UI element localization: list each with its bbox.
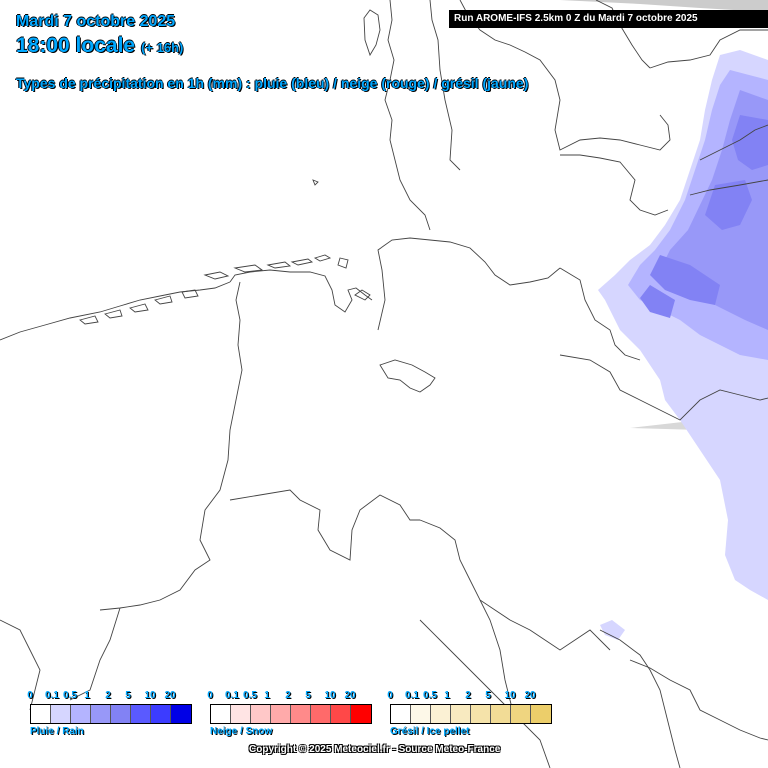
- map-subtitle: Types de précipitation en 1h (mm) : plui…: [16, 75, 529, 91]
- legend-swatch: [531, 705, 551, 723]
- forecast-time: 18:00 locale (+ 16h): [16, 34, 183, 58]
- legend-swatch: [51, 705, 71, 723]
- legend-swatch: [351, 705, 371, 723]
- forecast-lead: (+ 16h): [141, 40, 184, 55]
- forecast-time-label: 18:00 locale: [16, 34, 136, 57]
- legend-swatch: [131, 705, 151, 723]
- legend-swatch: [71, 705, 91, 723]
- copyright-notice: Copyright © 2025 Meteociel.fr - Source M…: [249, 744, 501, 755]
- legend-tick-label: 1: [264, 690, 270, 701]
- islands: [79, 179, 371, 325]
- legend-snow: 0 0.1 0.5 1 2 5 10 20 Neige / Snow: [207, 690, 372, 737]
- legend-swatch: [471, 705, 491, 723]
- legend-swatch: [251, 705, 271, 723]
- legend-swatch: [171, 705, 191, 723]
- legend-swatch: [311, 705, 331, 723]
- legend-swatch: [211, 705, 231, 723]
- legend-swatch: [431, 705, 451, 723]
- precipitation-rain: [640, 115, 768, 318]
- legend-swatches: [210, 704, 372, 724]
- legend-tick-label: 0.1: [225, 690, 239, 701]
- legend-tick-label: 0.1: [405, 690, 419, 701]
- legend-label: Grésil / Ice pellet: [390, 726, 470, 737]
- run-banner: Run AROME-IFS 2.5km 0 Z du Mardi 7 octob…: [449, 10, 768, 28]
- legend-swatches: [30, 704, 192, 724]
- legend-label: Pluie / Rain: [30, 726, 84, 737]
- legend-tick-label: 2: [105, 690, 111, 701]
- legend-tick-label: 2: [465, 690, 471, 701]
- legend-swatch: [491, 705, 511, 723]
- legend-tick-label: 10: [504, 690, 516, 701]
- legend-swatch: [411, 705, 431, 723]
- legend-swatch: [231, 705, 251, 723]
- legend-swatch: [331, 705, 351, 723]
- legend-tick-label: 5: [485, 690, 491, 701]
- legend-tick-label: 0.5: [63, 690, 77, 701]
- legend-swatches: [390, 704, 552, 724]
- legend-sleet: 0 0.1 0.5 1 2 5 10 20 Grésil / Ice pellet: [387, 690, 552, 737]
- legend-ticks: 0 0.1 0.5 1 2 5 10 20: [387, 690, 552, 704]
- legend-swatch: [31, 705, 51, 723]
- legend-tick-label: 20: [524, 690, 536, 701]
- legend-tick-label: 0.5: [243, 690, 257, 701]
- legend-tick-label: 5: [305, 690, 311, 701]
- legend-ticks: 0 0.1 0.5 1 2 5 10 20: [207, 690, 372, 704]
- legend-tick-label: 0.5: [423, 690, 437, 701]
- legend-swatch: [151, 705, 171, 723]
- legend-label: Neige / Snow: [210, 726, 273, 737]
- legend-swatch: [451, 705, 471, 723]
- legend-tick-label: 0: [27, 690, 33, 701]
- forecast-date: Mardi 7 octobre 2025: [16, 13, 176, 30]
- legend-tick-label: 10: [144, 690, 156, 701]
- legend-swatch: [511, 705, 531, 723]
- legend-tick-label: 0: [207, 690, 213, 701]
- legend-tick-label: 0: [387, 690, 393, 701]
- legend-tick-label: 1: [84, 690, 90, 701]
- legend-tick-label: 5: [125, 690, 131, 701]
- legend-swatch: [271, 705, 291, 723]
- legend-swatch: [391, 705, 411, 723]
- legend-tick-label: 0.1: [45, 690, 59, 701]
- legend-swatch: [111, 705, 131, 723]
- terrain-shading: [560, 0, 768, 12]
- legend-tick-label: 10: [324, 690, 336, 701]
- legend-rain: 0 0.1 0.5 1 2 5 10 20 Pluie / Rain: [27, 690, 192, 737]
- legend-tick-label: 1: [444, 690, 450, 701]
- legend-ticks: 0 0.1 0.5 1 2 5 10 20: [27, 690, 192, 704]
- legend-tick-label: 2: [285, 690, 291, 701]
- legend-tick-label: 20: [164, 690, 176, 701]
- legend-tick-label: 20: [344, 690, 356, 701]
- legend-swatch: [91, 705, 111, 723]
- legend-swatch: [291, 705, 311, 723]
